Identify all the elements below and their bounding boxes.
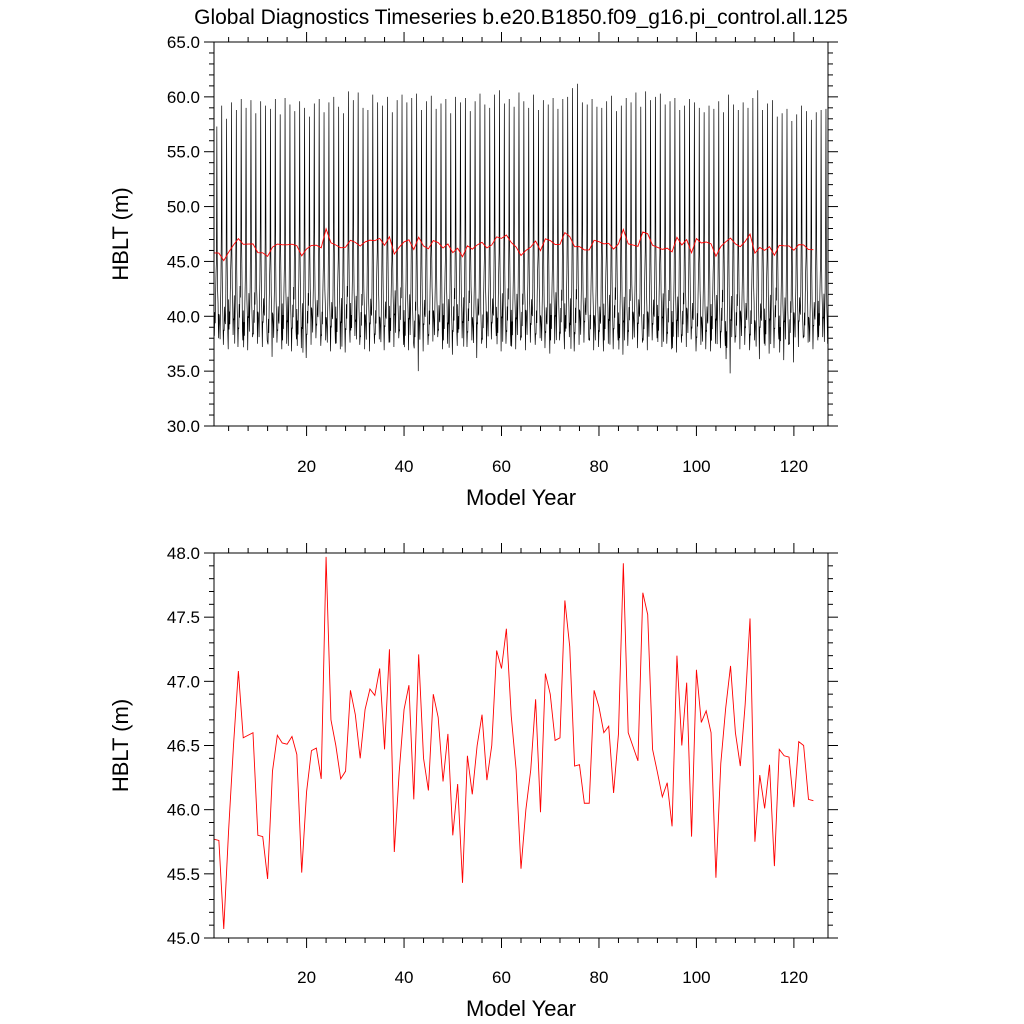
x-tick-label: 40 — [395, 457, 414, 476]
y-axis-title: HBLT (m) — [108, 699, 133, 792]
series-line-1 — [213, 227, 814, 262]
y-tick-label: 45.5 — [167, 865, 200, 884]
y-tick-label: 60.0 — [167, 88, 200, 107]
bottom-plot: 20 40 60 80 100 120 45.0 45.5 46.0 46.5 47.0 47.5 48… — [108, 543, 838, 1021]
series-line-0 — [213, 83, 828, 374]
x-tick-label: 40 — [395, 968, 414, 987]
y-tick-label: 47.0 — [167, 672, 200, 691]
x-tick-label: 100 — [682, 968, 710, 987]
top-plot: 20 40 60 80 100 120 30.0 35.0 40.0 45.0 50.0 55.0 60… — [108, 32, 838, 510]
y-tick-label: 45.0 — [167, 252, 200, 271]
x-axis-title: Model Year — [466, 996, 576, 1021]
plot-frame — [213, 41, 829, 427]
x-tick-label: 80 — [590, 457, 609, 476]
chart-title: Global Diagnostics Timeseries b.e20.B185… — [194, 6, 848, 29]
x-tick-label: 100 — [682, 457, 710, 476]
y-tick-label: 30.0 — [167, 417, 200, 436]
x-tick-label: 20 — [297, 968, 316, 987]
series-line-0 — [213, 556, 814, 930]
x-tick-label: 60 — [492, 968, 511, 987]
y-tick-label: 48.0 — [167, 544, 200, 563]
y-tick-label: 40.0 — [167, 307, 200, 326]
y-tick-label: 47.5 — [167, 608, 200, 627]
x-tick-label: 60 — [492, 457, 511, 476]
y-tick-label: 65.0 — [167, 33, 200, 52]
y-axis-title: HBLT (m) — [108, 187, 133, 280]
x-tick-label: 120 — [780, 968, 808, 987]
x-tick-label: 20 — [297, 457, 316, 476]
y-tick-label: 46.0 — [167, 801, 200, 820]
x-axis-title: Model Year — [466, 485, 576, 510]
y-tick-label: 50.0 — [167, 198, 200, 217]
y-tick-label: 46.5 — [167, 737, 200, 756]
y-tick-label: 35.0 — [167, 362, 200, 381]
y-tick-label: 55.0 — [167, 143, 200, 162]
x-tick-label: 120 — [780, 457, 808, 476]
y-tick-label: 45.0 — [167, 929, 200, 948]
plot-frame — [213, 552, 829, 939]
x-tick-label: 80 — [590, 968, 609, 987]
